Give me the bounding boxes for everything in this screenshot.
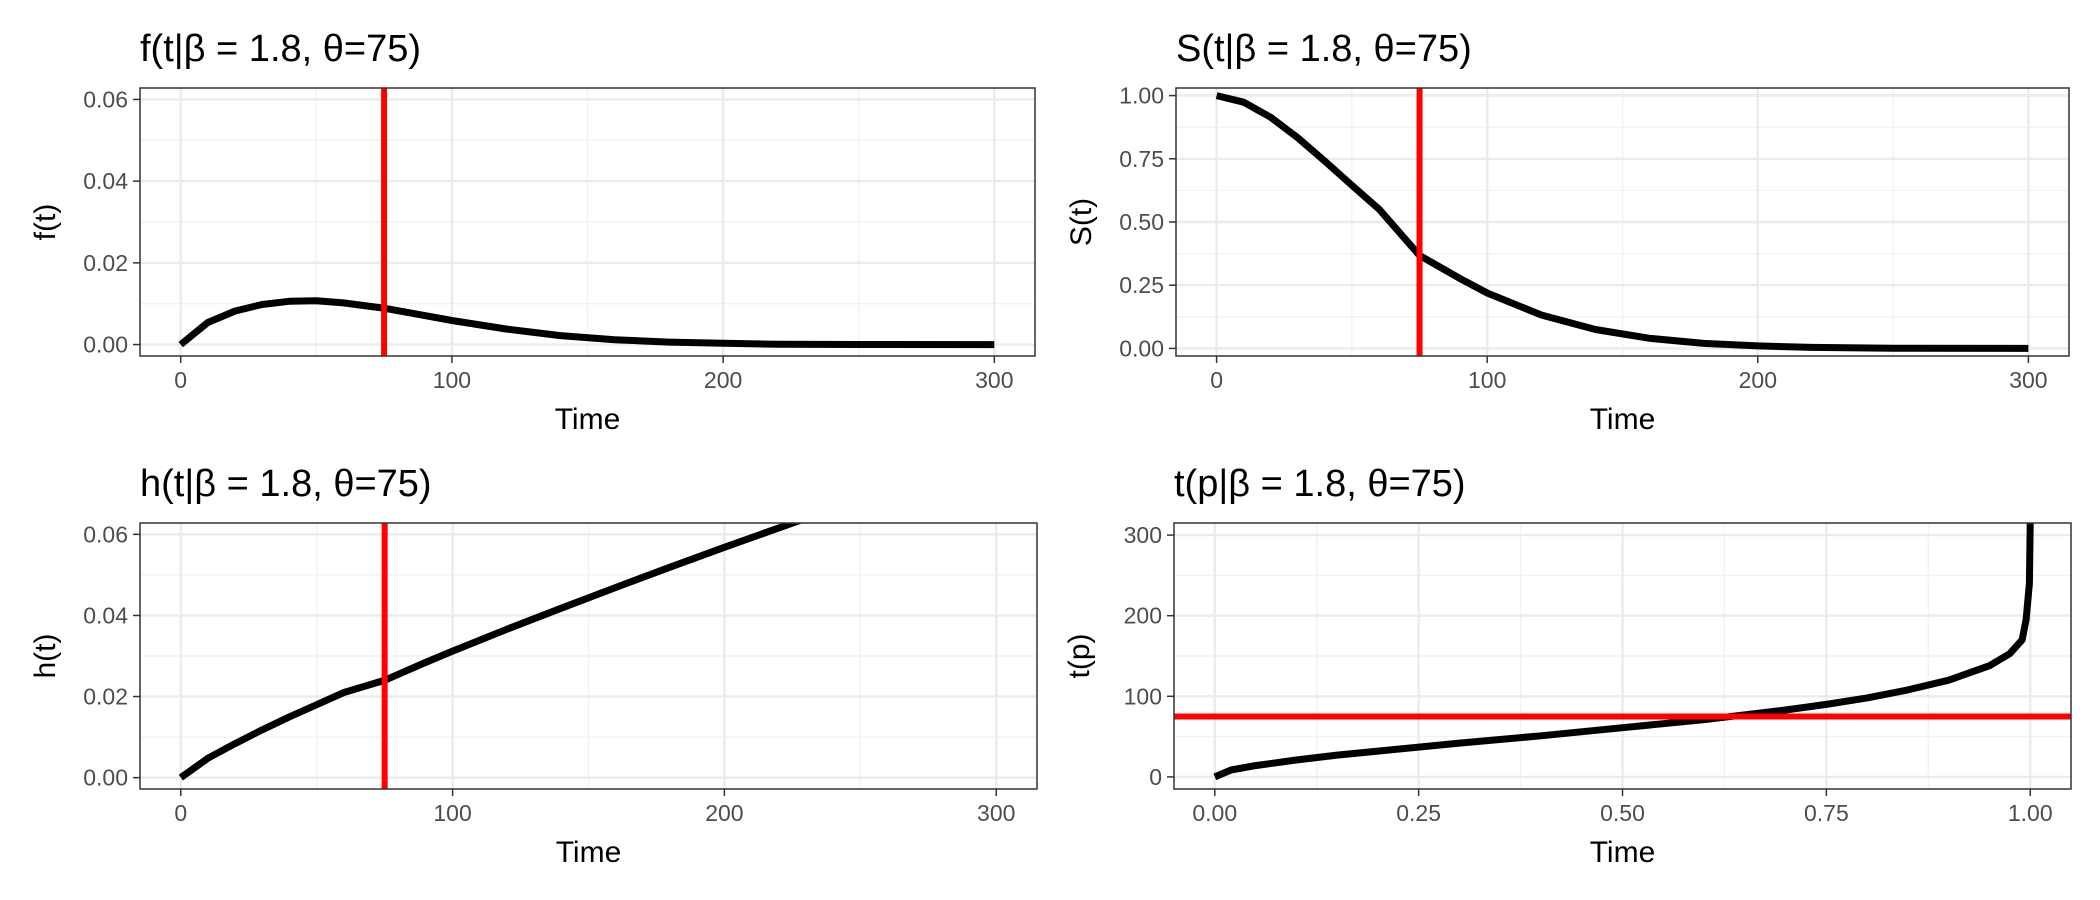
- panel-4-series-line-0: [1213, 523, 2034, 781]
- panel-2-x-tick-label-2: 200: [1739, 367, 1777, 393]
- panel-2-x-tick-label-0: 0: [1210, 367, 1223, 393]
- panel-4: 0.00 0.25 0.50 0.75 1.00 0 100 200 300 Time t(p) t(…: [1063, 463, 2072, 869]
- panel-4-y-tick-label-3: 300: [1124, 522, 1162, 548]
- panel-3-border: [139, 522, 1038, 790]
- panel-1-series-line-0: [178, 297, 995, 349]
- panel-1-x-tick-label-3: 300: [975, 367, 1013, 393]
- panel-1-title: f(t|β = 1.8, θ=75): [140, 28, 421, 70]
- panel-2-series-line-0: [1215, 92, 2029, 352]
- panel-1-x-axis-title: Time: [555, 403, 621, 436]
- panel-3-x-tick-label-3: 300: [977, 800, 1015, 826]
- panel-4-x-tick-label-4: 1.00: [2008, 800, 2053, 826]
- panel-1-y-tick-label-2: 0.04: [83, 168, 128, 194]
- panel-2-x-axis-title: Time: [1590, 403, 1656, 436]
- panel-4-x-tick-label-1: 0.25: [1396, 800, 1441, 826]
- panel-2-y-axis-title: S(t): [1065, 198, 1098, 246]
- panel-4-title: t(p|β = 1.8, θ=75): [1174, 463, 1466, 505]
- panel-1-y-tick-label-0: 0.00: [83, 332, 128, 358]
- panel-4-y-tick-label-2: 200: [1124, 603, 1162, 629]
- panel-1-x-tick-label-0: 0: [174, 367, 187, 393]
- panel-2-y-tick-label-2: 0.50: [1119, 209, 1164, 235]
- panel-2: 0 100 200 300 0.00 0.25 0.50 0.75 1.00 Time S(t) S(…: [1065, 28, 2070, 436]
- panel-2-y-tick-label-0: 0.00: [1119, 335, 1164, 361]
- panel-4-x-axis-title: Time: [1590, 836, 1656, 869]
- panel-2-x-tick-label-1: 100: [1468, 367, 1506, 393]
- panel-3-x-tick-label-1: 100: [433, 800, 471, 826]
- panel-3-x-tick-label-2: 200: [705, 800, 743, 826]
- panel-4-y-tick-label-0: 0: [1149, 764, 1162, 790]
- panel-4-y-axis-title: t(p): [1063, 634, 1096, 679]
- panel-2-y-tick-label-4: 1.00: [1119, 83, 1164, 109]
- panel-3-y-tick-label-3: 0.06: [83, 521, 128, 547]
- panel-3-y-axis-title: h(t): [29, 634, 62, 679]
- panel-3-y-tick-label-2: 0.04: [83, 602, 128, 628]
- panel-4-x-tick-label-2: 0.50: [1600, 800, 1645, 826]
- panel-3-title: h(t|β = 1.8, θ=75): [140, 463, 432, 505]
- panel-1-border: [139, 87, 1036, 357]
- panel-2-x-tick-label-3: 300: [2009, 367, 2047, 393]
- panel-2-title: S(t|β = 1.8, θ=75): [1176, 28, 1472, 70]
- panel-3-x-tick-label-0: 0: [174, 800, 187, 826]
- panel-3-y-tick-label-0: 0.00: [83, 765, 128, 791]
- panel-3-x-axis-title: Time: [556, 836, 622, 869]
- panel-1-x-tick-label-2: 200: [704, 367, 742, 393]
- panel-1-y-tick-label-1: 0.02: [83, 250, 128, 276]
- panel-4-x-tick-label-0: 0.00: [1192, 800, 1237, 826]
- panel-1-y-tick-label-3: 0.06: [83, 86, 128, 112]
- panel-2-y-tick-label-3: 0.75: [1119, 146, 1164, 172]
- panel-1-x-tick-label-1: 100: [433, 367, 471, 393]
- panel-4-x-tick-label-3: 0.75: [1804, 800, 1849, 826]
- panel-3-series-line-0: [178, 523, 804, 781]
- panel-1: 0 100 200 300 0.00 0.02 0.04 0.06 Time f(t) f(t|β …: [29, 28, 1036, 436]
- panel-2-y-tick-label-1: 0.25: [1119, 272, 1164, 298]
- panel-1-y-axis-title: f(t): [29, 204, 62, 241]
- panel-3-y-tick-label-1: 0.02: [83, 684, 128, 710]
- panel-4-y-tick-label-1: 100: [1124, 683, 1162, 709]
- panel-3: 0 100 200 300 0.00 0.02 0.04 0.06 Time h(t) h(t|β …: [29, 463, 1038, 869]
